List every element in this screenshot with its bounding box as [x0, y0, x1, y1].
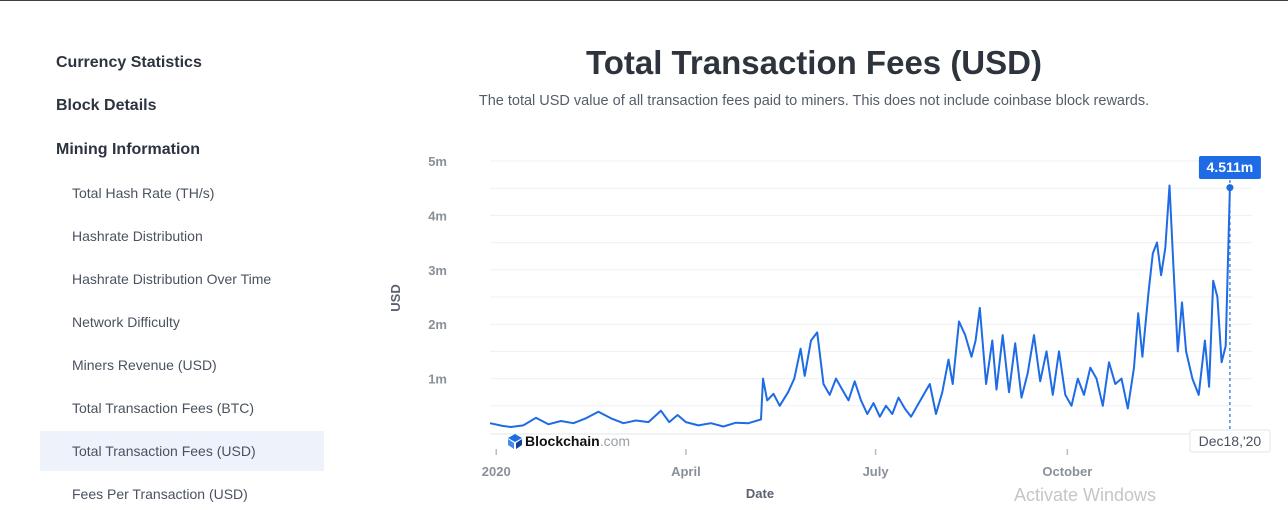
sidebar-item-network-difficulty[interactable]: Network Difficulty [72, 314, 180, 330]
x-axis-ticks: 2020 April July October [482, 449, 1092, 479]
page-title: Total Transaction Fees (USD) [586, 44, 1042, 81]
tooltip-date-badge: Dec18,'20 [1189, 429, 1271, 453]
tooltip-cursor-dot [1226, 184, 1234, 192]
tooltip-value-label: 4.511m [1207, 159, 1254, 175]
blockchain-logo-icon [508, 434, 522, 449]
windows-activation-watermark: Activate Windows [1014, 485, 1157, 505]
sidebar-item-total-transaction-fees-usd[interactable]: Total Transaction Fees (USD) [40, 431, 324, 471]
y-axis-ticks: 1m 2m 3m 4m 5m [428, 154, 447, 387]
y-tick-label: 5m [428, 154, 447, 169]
x-tick-label: 2020 [482, 464, 511, 479]
nav-section-block-details[interactable]: Block Details [56, 97, 157, 114]
x-axis-label: Date [746, 486, 774, 501]
logo-face-right [516, 439, 522, 449]
x-tick-label: October [1042, 464, 1092, 479]
brand-name: Blockchain [525, 433, 600, 449]
sidebar: Currency Statistics Block Details Mining… [0, 0, 330, 510]
top-border [0, 0, 1288, 1]
nav-section-currency-statistics[interactable]: Currency Statistics [56, 54, 202, 71]
series-line-transaction-fees [489, 184, 1231, 428]
logo-face-left [508, 439, 514, 449]
nav-section-mining-information[interactable]: Mining Information [56, 141, 200, 158]
brand-suffix: .com [600, 433, 630, 449]
sidebar-item-hashrate-distribution[interactable]: Hashrate Distribution [72, 228, 203, 244]
tooltip-value-badge: 4.511m [1198, 156, 1261, 179]
y-tick-label: 2m [428, 317, 447, 332]
y-axis-label: USD [388, 284, 403, 311]
x-tick-label: July [863, 464, 890, 479]
page-subtitle: The total USD value of all transaction f… [478, 93, 1150, 109]
y-tick-label: 3m [428, 263, 447, 278]
sidebar-item-hashrate-distribution-over-time[interactable]: Hashrate Distribution Over Time [72, 271, 272, 287]
sidebar-item-total-transaction-fees-btc[interactable]: Total Transaction Fees (BTC) [72, 400, 255, 416]
blockchain-logo: Blockchain.com [508, 433, 630, 449]
y-tick-label: 1m [428, 372, 447, 387]
tooltip-date-label: Dec18,'20 [1199, 433, 1262, 449]
logo-face-top [508, 434, 522, 442]
sidebar-item-miners-revenue[interactable]: Miners Revenue (USD) [72, 357, 217, 373]
sidebar-item-fees-per-transaction[interactable]: Fees Per Transaction (USD) [72, 486, 248, 502]
chart-gridlines [490, 160, 1252, 407]
x-tick-label: April [671, 464, 701, 479]
svg-text:Blockchain.com: Blockchain.com [525, 433, 630, 449]
sidebar-item-total-hash-rate[interactable]: Total Hash Rate (TH/s) [72, 185, 215, 201]
y-tick-label: 4m [428, 208, 447, 223]
